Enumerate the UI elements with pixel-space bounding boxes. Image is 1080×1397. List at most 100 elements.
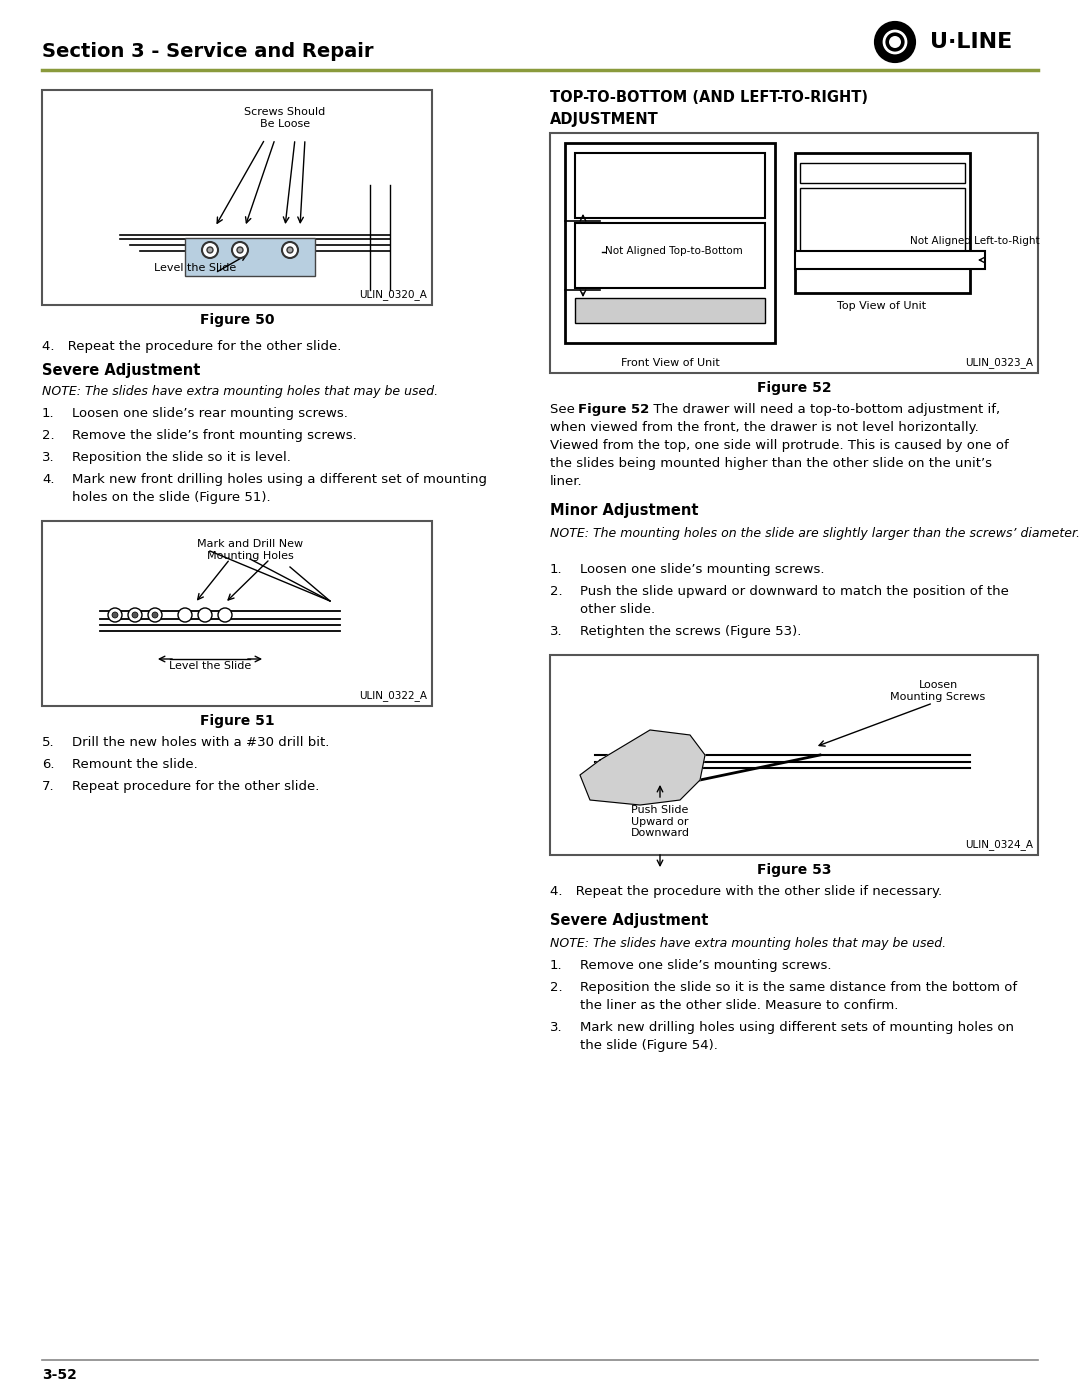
Ellipse shape (885, 31, 906, 53)
Text: Not Aligned Top-to-Bottom: Not Aligned Top-to-Bottom (605, 246, 743, 256)
Text: Figure 52: Figure 52 (757, 381, 832, 395)
Text: 1.: 1. (550, 563, 563, 576)
Text: 3-52: 3-52 (42, 1368, 77, 1382)
Ellipse shape (876, 22, 914, 61)
Text: TOP-TO-BOTTOM (AND LEFT-TO-RIGHT): TOP-TO-BOTTOM (AND LEFT-TO-RIGHT) (550, 89, 868, 105)
Text: 1.: 1. (42, 407, 55, 420)
Text: Loosen one slide’s rear mounting screws.: Loosen one slide’s rear mounting screws. (72, 407, 348, 420)
Text: Push Slide
Upward or
Downward: Push Slide Upward or Downward (631, 805, 689, 838)
Text: Reposition the slide so it is the same distance from the bottom of: Reposition the slide so it is the same d… (580, 981, 1017, 995)
Text: Figure 52: Figure 52 (578, 402, 649, 416)
Bar (800, 189, 966, 268)
Text: other slide.: other slide. (580, 604, 656, 616)
Text: liner.: liner. (550, 475, 582, 488)
Circle shape (148, 608, 162, 622)
Text: ADJUSTMENT: ADJUSTMENT (550, 112, 659, 127)
Bar (565, 142, 775, 344)
Circle shape (129, 608, 141, 622)
Bar (550, 655, 1038, 855)
Text: Repeat procedure for the other slide.: Repeat procedure for the other slide. (72, 780, 320, 793)
Text: U·LINE: U·LINE (930, 32, 1012, 52)
Text: 7.: 7. (42, 780, 55, 793)
Bar (550, 133, 1038, 373)
Bar (575, 224, 765, 288)
Circle shape (112, 612, 118, 617)
Bar (42, 521, 432, 705)
Circle shape (132, 612, 138, 617)
Text: 3.: 3. (550, 1021, 563, 1034)
Text: Figure 50: Figure 50 (200, 313, 274, 327)
Bar (800, 163, 966, 183)
Text: Severe Adjustment: Severe Adjustment (550, 914, 708, 928)
Text: Remove one slide’s mounting screws.: Remove one slide’s mounting screws. (580, 958, 832, 972)
Text: when viewed from the front, the drawer is not level horizontally.: when viewed from the front, the drawer i… (550, 420, 978, 434)
Text: 1.: 1. (550, 958, 563, 972)
Bar (795, 154, 970, 293)
Text: Mark new drilling holes using different sets of mounting holes on: Mark new drilling holes using different … (580, 1021, 1014, 1034)
Text: Remove the slide’s front mounting screws.: Remove the slide’s front mounting screws… (72, 429, 356, 441)
Text: 3.: 3. (550, 624, 563, 638)
Text: 2.: 2. (550, 585, 563, 598)
Text: Figure 53: Figure 53 (757, 863, 832, 877)
Text: Viewed from the top, one side will protrude. This is caused by one of: Viewed from the top, one side will protr… (550, 439, 1009, 453)
Text: Loosen one slide’s mounting screws.: Loosen one slide’s mounting screws. (580, 563, 824, 576)
Text: 4. Repeat the procedure for the other slide.: 4. Repeat the procedure for the other sl… (42, 339, 341, 353)
Circle shape (202, 242, 218, 258)
Text: the slides being mounted higher than the other slide on the unit’s: the slides being mounted higher than the… (550, 457, 993, 469)
Text: holes on the slide (Figure 51).: holes on the slide (Figure 51). (72, 490, 271, 504)
Polygon shape (580, 731, 705, 805)
Text: 3.: 3. (42, 451, 55, 464)
Ellipse shape (889, 36, 901, 47)
Circle shape (232, 242, 248, 258)
Text: Mark new front drilling holes using a different set of mounting: Mark new front drilling holes using a di… (72, 474, 487, 486)
Text: ULIN_0324_A: ULIN_0324_A (966, 840, 1032, 849)
Text: Retighten the screws (Figure 53).: Retighten the screws (Figure 53). (580, 624, 801, 638)
Text: Level the Slide: Level the Slide (168, 661, 252, 671)
Text: Section 3 - Service and Repair: Section 3 - Service and Repair (42, 42, 374, 61)
Circle shape (218, 608, 232, 622)
Text: Level the Slide: Level the Slide (153, 263, 237, 272)
Text: Figure 51: Figure 51 (200, 714, 274, 728)
Text: Reposition the slide so it is level.: Reposition the slide so it is level. (72, 451, 291, 464)
Text: Screws Should
Be Loose: Screws Should Be Loose (244, 108, 326, 129)
Text: 5.: 5. (42, 736, 55, 749)
Text: the slide (Figure 54).: the slide (Figure 54). (580, 1039, 718, 1052)
Text: Not Aligned Left-to-Right: Not Aligned Left-to-Right (910, 236, 1040, 246)
Text: ULIN_0323_A: ULIN_0323_A (966, 358, 1032, 367)
Text: See: See (550, 402, 579, 416)
Text: 2.: 2. (42, 429, 55, 441)
Text: Minor Adjustment: Minor Adjustment (550, 503, 699, 518)
Text: . The drawer will need a top-to-bottom adjustment if,: . The drawer will need a top-to-bottom a… (645, 402, 1000, 416)
Text: the liner as the other slide. Measure to confirm.: the liner as the other slide. Measure to… (580, 999, 899, 1011)
Text: Drill the new holes with a #30 drill bit.: Drill the new holes with a #30 drill bit… (72, 736, 329, 749)
Bar (795, 251, 985, 270)
Bar (185, 237, 315, 277)
Bar (575, 154, 765, 218)
Text: Top View of Unit: Top View of Unit (837, 300, 927, 312)
Text: U: U (890, 35, 900, 49)
Text: ULIN_0322_A: ULIN_0322_A (359, 690, 427, 701)
Bar (575, 298, 765, 323)
Circle shape (152, 612, 158, 617)
Text: 2.: 2. (550, 981, 563, 995)
Text: NOTE: The slides have extra mounting holes that may be used.: NOTE: The slides have extra mounting hol… (550, 937, 946, 950)
Bar (42, 89, 432, 305)
Circle shape (237, 247, 243, 253)
Text: Mark and Drill New
Mounting Holes: Mark and Drill New Mounting Holes (197, 539, 303, 560)
Text: Push the slide upward or downward to match the position of the: Push the slide upward or downward to mat… (580, 585, 1009, 598)
Circle shape (178, 608, 192, 622)
Circle shape (108, 608, 122, 622)
Text: ULIN_0320_A: ULIN_0320_A (360, 289, 427, 300)
Text: 6.: 6. (42, 759, 54, 771)
Text: Front View of Unit: Front View of Unit (621, 358, 719, 367)
Text: Remount the slide.: Remount the slide. (72, 759, 198, 771)
Circle shape (282, 242, 298, 258)
Text: Severe Adjustment: Severe Adjustment (42, 363, 201, 379)
Text: NOTE: The mounting holes on the slide are slightly larger than the screws’ diame: NOTE: The mounting holes on the slide ar… (550, 527, 1080, 541)
Text: 4.: 4. (42, 474, 54, 486)
Circle shape (207, 247, 213, 253)
Text: Loosen
Mounting Screws: Loosen Mounting Screws (890, 680, 986, 701)
Circle shape (287, 247, 293, 253)
Text: 4. Repeat the procedure with the other slide if necessary.: 4. Repeat the procedure with the other s… (550, 886, 942, 898)
Circle shape (198, 608, 212, 622)
